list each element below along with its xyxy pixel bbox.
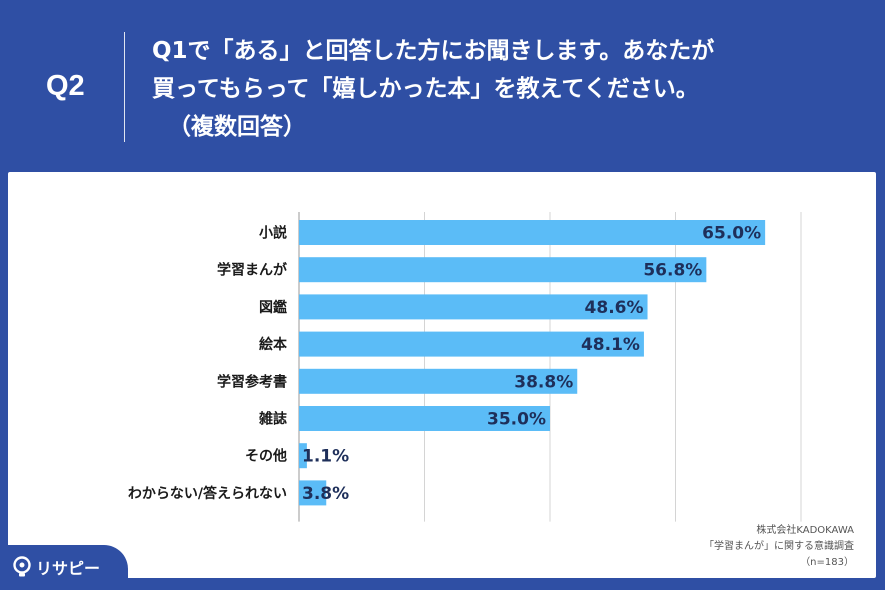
bar [299, 368, 578, 394]
bar [299, 257, 707, 283]
credit-survey: 「学習まんが」に関する意識調査 [704, 541, 854, 552]
labels: 小説 65.0% 学習まんが 56.8% 図鑑 48.6% 絵本 48.1% 学習参考書 38.8… [128, 224, 761, 504]
value-label: 3.8% [302, 484, 349, 504]
value-label: 48.6% [585, 298, 644, 318]
bar [299, 443, 307, 469]
question-line-2: 買ってもらって「嬉しかった本」を教えてください。 [152, 76, 699, 102]
value-label: 48.1% [581, 335, 640, 355]
value-label: 65.0% [702, 224, 761, 244]
chart-panel: 小説 65.0% 学習まんが 56.8% 図鑑 48.6% 絵本 48.1% 学習参考書 38.8… [8, 172, 876, 578]
category-label: 雑誌 [258, 411, 287, 428]
value-label: 35.0% [487, 410, 546, 430]
bars [299, 220, 766, 506]
bar-chart: 小説 65.0% 学習まんが 56.8% 図鑑 48.6% 絵本 48.1% 学習参考書 38.8… [128, 212, 802, 522]
brand-logo: リサピー [12, 555, 100, 579]
category-label: 小説 [259, 225, 287, 242]
question-number: Q2 [46, 70, 85, 102]
bar [299, 220, 766, 245]
brand-name: リサピー [36, 559, 101, 578]
question-text: Q1で「ある」と回答した方にお聞きします。あなたが 買ってもらって「嬉しかった本… [152, 32, 714, 146]
category-label: 図鑑 [259, 299, 287, 316]
category-label: 学習参考書 [217, 373, 287, 390]
bar [299, 406, 550, 431]
credit-company: 株式会社KADOKAWA [756, 525, 854, 536]
bar [299, 294, 648, 320]
value-label: 56.8% [643, 261, 702, 281]
header-divider [124, 32, 125, 142]
credit-sample-size: （n=183） [800, 557, 854, 568]
value-label: 38.8% [514, 372, 573, 392]
bar [299, 480, 327, 506]
bar [299, 331, 644, 357]
source-credit: 株式会社KADOKAWA 「学習まんが」に関する意識調査 （n=183） [704, 523, 854, 571]
question-line-3: （複数回答） [168, 114, 306, 140]
category-label: 絵本 [259, 336, 288, 353]
category-label: 学習まんが [217, 262, 288, 279]
value-label: 1.1% [302, 447, 349, 467]
category-label: その他 [245, 448, 287, 465]
question-line-1: Q1で「ある」と回答した方にお聞きします。あなたが [152, 38, 715, 64]
lightbulb-icon [12, 556, 32, 578]
header: Q2 Q1で「ある」と回答した方にお聞きします。あなたが 買ってもらって「嬉しか… [0, 0, 885, 170]
category-label: わからない/答えられない [128, 485, 287, 502]
brand-badge: リサピー [0, 545, 128, 590]
